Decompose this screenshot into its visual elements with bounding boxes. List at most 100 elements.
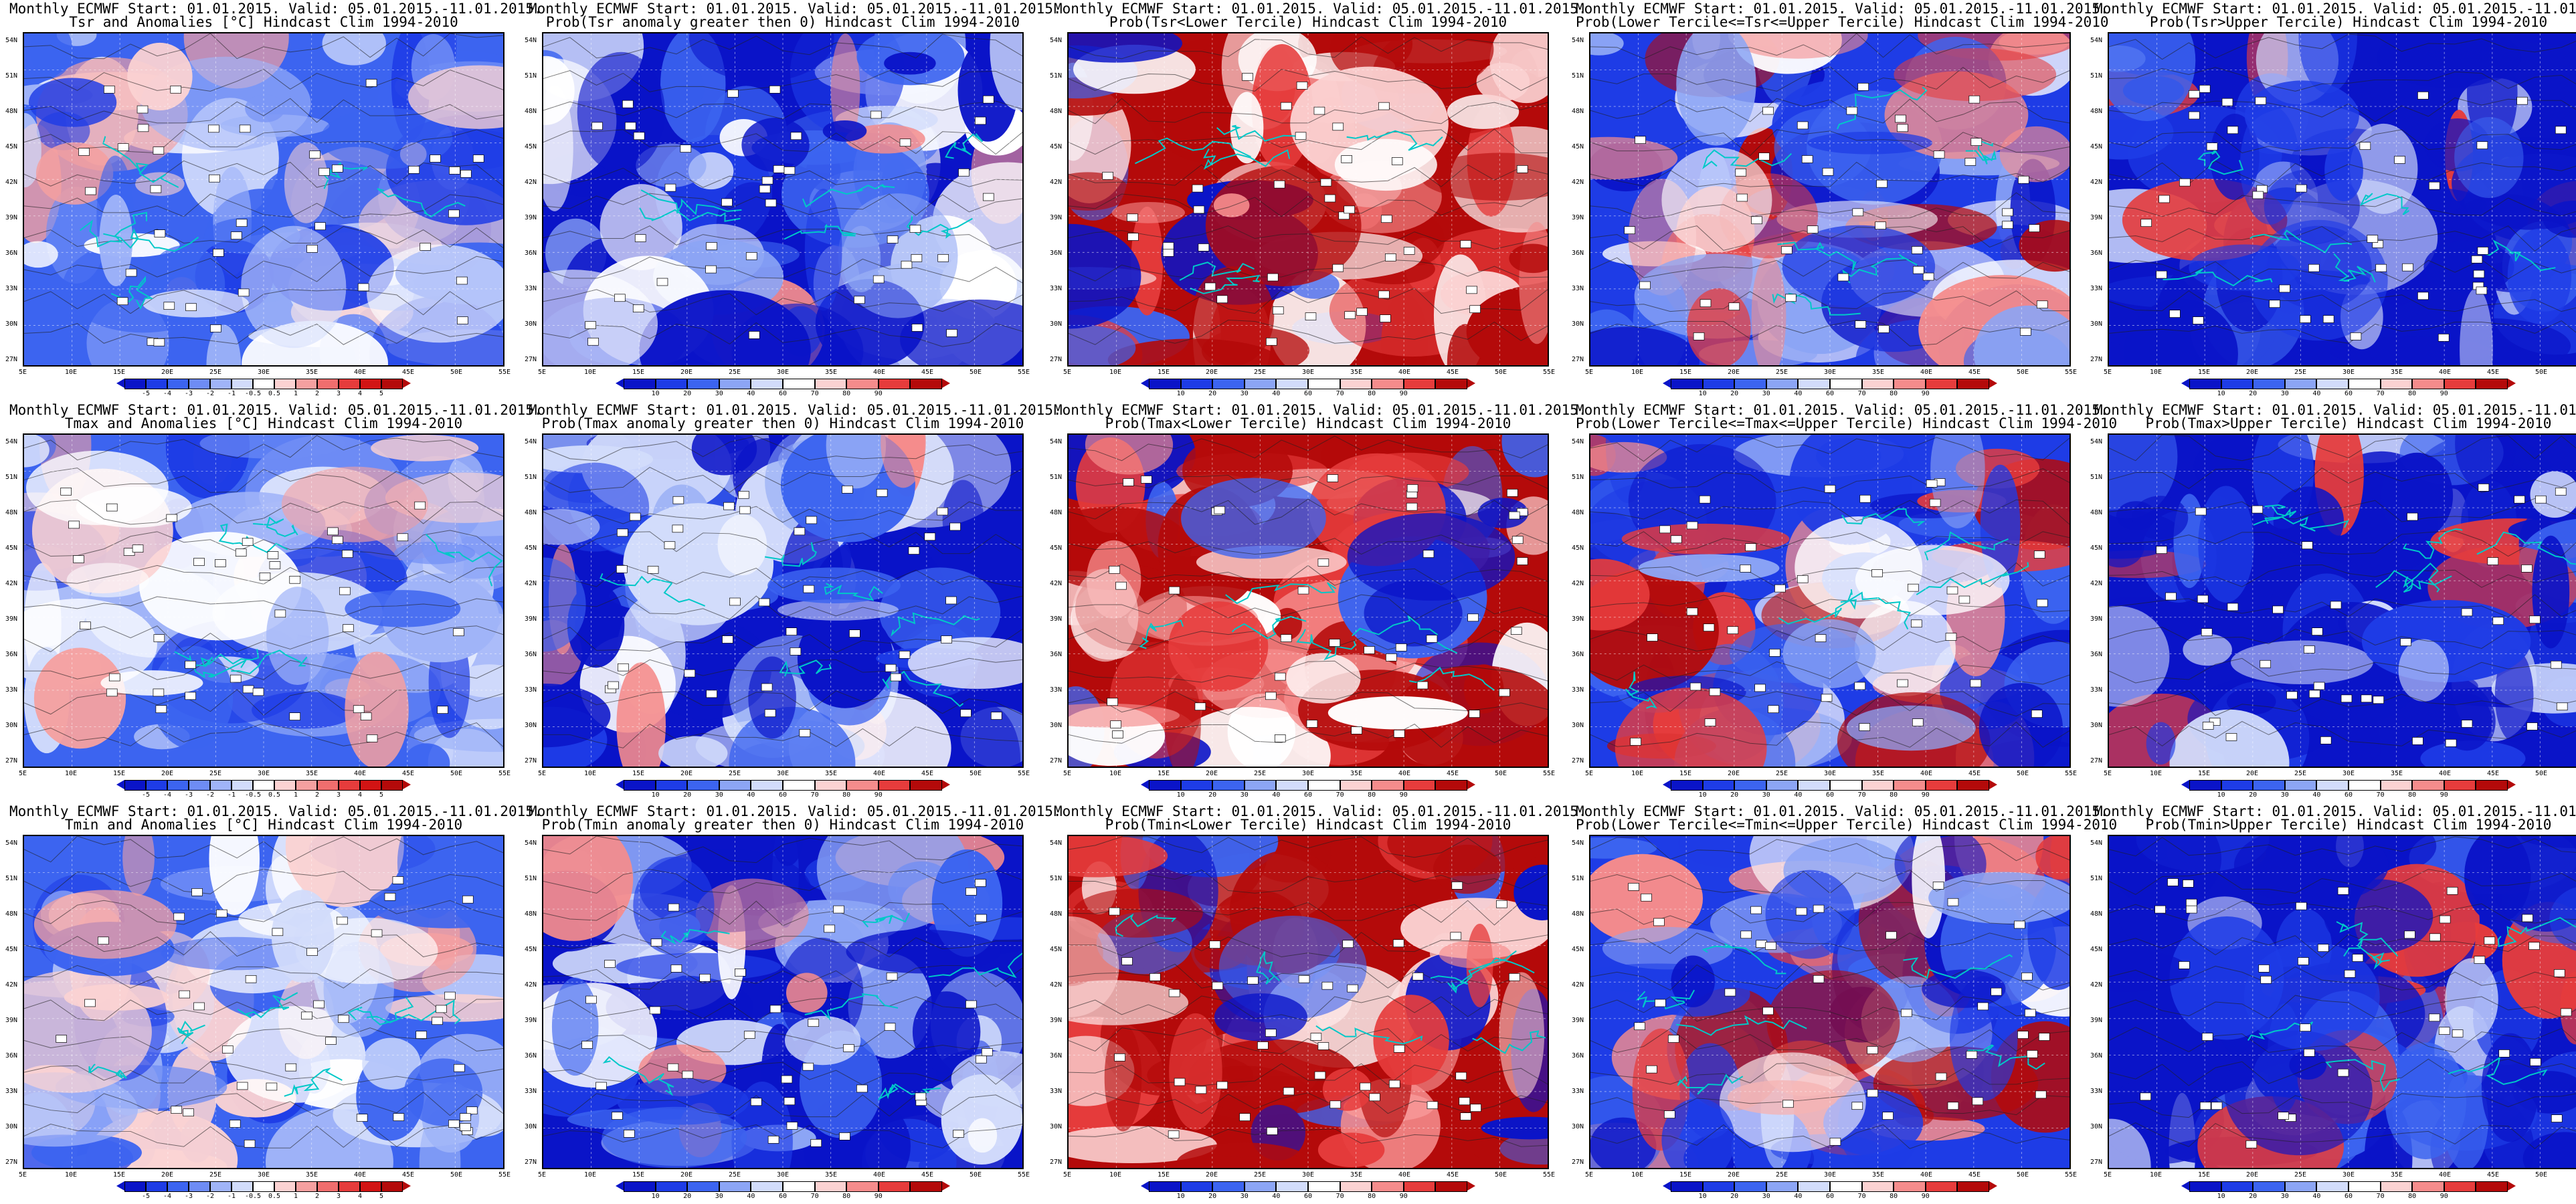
station-marker: [1378, 290, 1390, 299]
station-marker: [325, 1037, 337, 1045]
colorbar: [616, 1181, 950, 1192]
colorbar-tick-label: 4: [357, 791, 363, 799]
station-marker: [1406, 502, 1418, 511]
colorbar-tick-label: 70: [1857, 1193, 1866, 1200]
station-marker: [1882, 1112, 1894, 1120]
station-marker: [1305, 312, 1317, 320]
lon-tick-label: 45E: [1968, 1171, 1981, 1179]
colorbar-tick-label: 40: [1272, 390, 1281, 397]
station-marker: [454, 1064, 465, 1072]
station-marker: [1664, 1110, 1675, 1118]
station-marker: [773, 165, 785, 173]
lon-tick-label: 45E: [921, 1171, 934, 1179]
station-marker: [2476, 286, 2488, 295]
colorbar-tick-label: 40: [2312, 390, 2321, 397]
colorbar-segment: [751, 379, 783, 389]
lat-tick-label: 33N: [1572, 1088, 1584, 1095]
colorbar-segment: [2316, 1181, 2349, 1192]
lat-tick-label: 27N: [525, 356, 537, 363]
contour-line: [24, 1027, 503, 1053]
lat-tick-label: 33N: [1572, 285, 1584, 292]
lon-tick-label: 50E: [2535, 770, 2548, 777]
station-marker: [1813, 975, 1825, 983]
station-marker: [750, 1098, 762, 1106]
station-marker: [1112, 730, 1123, 738]
map-field: [1069, 836, 1548, 1168]
station-marker: [632, 304, 644, 312]
colorbar-min-arrow: [616, 379, 624, 388]
station-marker: [2156, 270, 2167, 279]
field-blob: [2243, 942, 2380, 1051]
coastline: [1115, 913, 1177, 937]
station-marker: [721, 198, 733, 207]
station-marker: [1324, 194, 1336, 203]
station-marker: [1824, 485, 1836, 493]
coastline: [1203, 148, 1291, 170]
contour-line: [543, 435, 1022, 462]
lat-tick-label: 27N: [525, 1159, 537, 1166]
station-marker: [1703, 623, 1715, 631]
station-marker: [2209, 718, 2221, 726]
lat-tick-label: 45N: [1050, 946, 1063, 953]
station-marker: [2350, 332, 2362, 340]
coastline: [2249, 229, 2353, 254]
field-blob: [2398, 639, 2450, 702]
field-blob: [771, 836, 804, 866]
lon-tick-label: 30E: [1823, 1171, 1837, 1179]
station-marker: [1781, 246, 1792, 254]
colorbar-segment: [2380, 379, 2413, 389]
station-marker: [2308, 690, 2320, 698]
lat-tick-label: 48N: [525, 108, 537, 115]
field-blob: [24, 435, 50, 468]
station-marker: [1392, 939, 1404, 948]
station-marker: [629, 512, 641, 521]
station-marker: [810, 1138, 822, 1147]
coastline: [639, 207, 741, 222]
station-marker: [1768, 705, 1779, 713]
station-marker: [1686, 521, 1698, 530]
colorbar-segment: [878, 379, 911, 389]
station-marker: [745, 252, 757, 260]
lon-tick-label: 5E: [18, 369, 27, 376]
colorbar-tick-label: -2: [205, 791, 215, 799]
field-blob: [784, 1015, 861, 1066]
station-marker: [1977, 1002, 1989, 1011]
lon-tick-label: 40E: [872, 1171, 886, 1179]
contour-line: [24, 530, 503, 557]
colorbar-min-arrow: [116, 780, 124, 789]
lon-tick-label: 30E: [257, 770, 270, 777]
lon-tick-label: 40E: [872, 770, 886, 777]
coastline: [231, 649, 308, 675]
colorbar-segment: [910, 780, 942, 791]
colorbar-tick-label: 10: [651, 390, 660, 397]
lon-tick-label: 35E: [824, 1171, 838, 1179]
station-marker: [150, 185, 162, 193]
field-blob: [1922, 969, 2006, 1008]
lat-tick-label: 39N: [5, 1017, 18, 1024]
station-marker: [1750, 906, 1762, 914]
colorbar-max-arrow: [941, 1181, 950, 1191]
station-marker: [1194, 702, 1206, 711]
lat-tick-label: 39N: [525, 1017, 537, 1024]
lat-tick-label: 42N: [1050, 580, 1063, 587]
colorbar-segment: [1702, 1181, 1735, 1192]
colorbar-tick-label: 1: [293, 791, 298, 799]
field-blob: [2183, 633, 2232, 666]
station-marker: [1102, 171, 1113, 180]
station-marker: [1403, 247, 1415, 255]
lon-tick-label: 15E: [1679, 770, 1692, 777]
colorbar-segment: [339, 1181, 360, 1192]
coastline: [174, 651, 248, 679]
lat-tick-label: 54N: [5, 839, 18, 847]
colorbar-segment: [814, 780, 847, 791]
colorbar-segment: [1861, 1181, 1894, 1192]
field-blob: [543, 836, 634, 941]
station-marker: [2311, 627, 2323, 635]
colorbar-tick-label: 3: [336, 1193, 341, 1200]
colorbar-segment: [1372, 780, 1404, 791]
lon-tick-label: 5E: [1584, 1171, 1594, 1179]
colorbar-tick-label: -5: [141, 791, 151, 799]
station-marker: [743, 1031, 755, 1039]
colorbar-tick-label: 20: [2249, 791, 2258, 799]
